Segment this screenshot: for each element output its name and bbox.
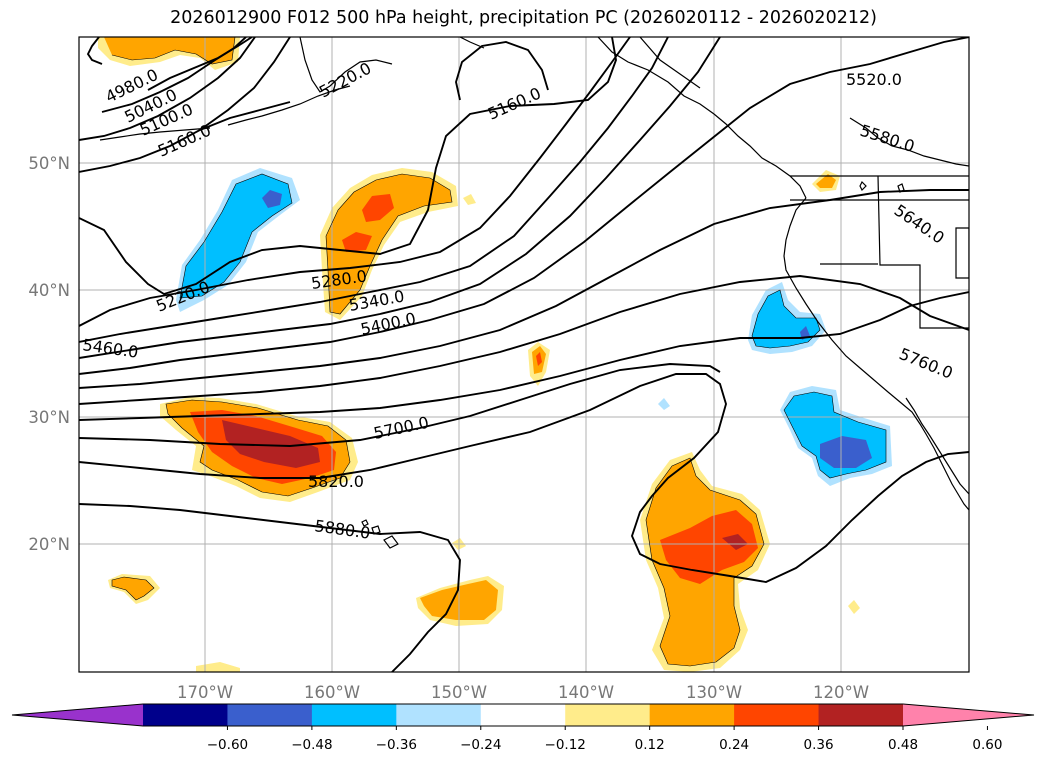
colorbar-tick-label: −0.12 [545, 737, 586, 753]
lon-tick-labels: 170°W 160°W 150°W 140°W 130°W 120°W [177, 683, 869, 702]
colorbar-segment [734, 704, 820, 726]
colorbar-segment [818, 704, 904, 726]
colorbar-segment [649, 704, 735, 726]
map-frame [78, 36, 970, 673]
lat-tick-label: 30°N [28, 408, 70, 427]
colorbar-segment [143, 704, 228, 726]
colorbar-outline [11, 703, 1035, 727]
lat-tick-label: 50°N [28, 154, 70, 173]
lat-tick-labels: 50°N 40°N 30°N 20°N [28, 154, 70, 554]
colorbar-tick-label: −0.60 [207, 737, 248, 753]
colorbar-extend-low [12, 704, 143, 726]
precip-negative-coast-north [748, 282, 826, 354]
lon-tick-label: 160°W [304, 683, 360, 702]
colorbar-segment [311, 704, 397, 726]
lon-tick-label: 130°W [686, 683, 742, 702]
colorbar-segment [480, 704, 566, 726]
map-title: 2026012900 F012 500 hPa height, precipit… [170, 8, 877, 28]
colorbar-tick-label: 0.36 [804, 737, 834, 753]
map-panel: 4980.0 5040.0 5100.0 5160.0 5220.0 5160.… [79, 37, 969, 672]
lon-tick-label: 150°W [431, 683, 487, 702]
lat-tick-label: 40°N [28, 281, 70, 300]
height-contours [79, 37, 969, 672]
colorbar: −0.60 −0.48 −0.36 −0.24 −0.12 0.12 0.24 0.36 0.4… [11, 703, 1035, 753]
colorbar-tick-label: −0.24 [460, 737, 501, 753]
colorbar-tick-label: 0.60 [972, 737, 1002, 753]
lat-tick-label: 20°N [28, 535, 70, 554]
colorbar-segment [227, 704, 313, 726]
precip-negative-coast-south [780, 386, 892, 486]
anomaly-outlines [104, 37, 887, 667]
colorbar-tick-label: 0.12 [635, 737, 665, 753]
colorbar-extend-high [903, 704, 1034, 726]
precip-positive-subtropical [160, 397, 358, 502]
coastlines [99, 37, 969, 549]
colorbar-segment [396, 704, 482, 726]
colorbar-tick-label: 0.24 [719, 737, 749, 753]
lon-tick-label: 140°W [558, 683, 614, 702]
colorbar-segment [565, 704, 651, 726]
precip-positive-small-center [528, 342, 550, 386]
gridlines [79, 37, 969, 672]
colorbar-tick-label: 0.48 [888, 737, 918, 753]
lon-tick-label: 120°W [813, 683, 869, 702]
contour-label: 5520.0 [846, 70, 902, 89]
colorbar-tick-label: −0.36 [376, 737, 417, 753]
lon-tick-label: 170°W [177, 683, 233, 702]
colorbar-tick-label: −0.48 [291, 737, 332, 753]
precip-positive-southeast [640, 452, 770, 672]
contour-label: 5820.0 [308, 472, 364, 491]
